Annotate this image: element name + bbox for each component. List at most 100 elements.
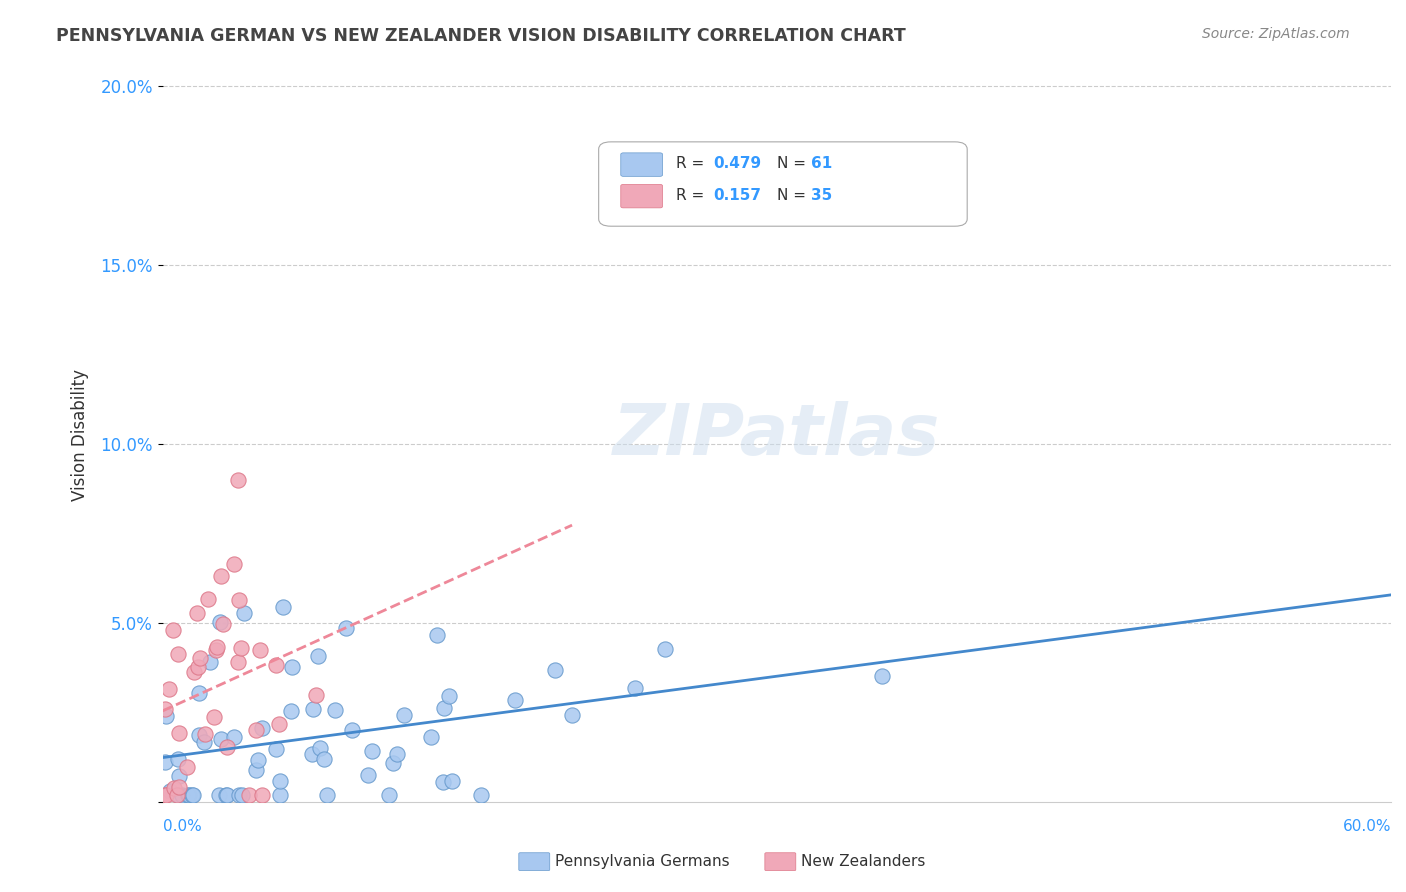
Point bbox=[222, 557, 245, 571]
Text: R =: R = bbox=[676, 156, 709, 171]
Point bbox=[167, 780, 190, 794]
Text: ZIPatlas: ZIPatlas bbox=[613, 401, 941, 470]
Point bbox=[437, 689, 460, 703]
Point bbox=[440, 774, 463, 789]
Text: N =: N = bbox=[776, 156, 811, 171]
Point bbox=[307, 648, 329, 663]
Point bbox=[561, 708, 583, 723]
Point bbox=[228, 593, 250, 607]
Text: 60.0%: 60.0% bbox=[1343, 819, 1391, 834]
Point bbox=[302, 702, 325, 716]
Point bbox=[226, 655, 249, 669]
Point bbox=[280, 704, 302, 718]
Point bbox=[179, 788, 201, 802]
Point bbox=[208, 788, 231, 802]
Point bbox=[433, 700, 456, 714]
Point bbox=[187, 729, 209, 743]
Point bbox=[264, 657, 287, 672]
Point bbox=[357, 768, 380, 782]
Point bbox=[654, 642, 676, 657]
Point bbox=[187, 686, 209, 700]
Point bbox=[247, 754, 270, 768]
Point bbox=[166, 648, 188, 662]
Point bbox=[197, 592, 219, 607]
Point bbox=[176, 759, 198, 773]
Point bbox=[159, 784, 181, 798]
Point bbox=[193, 735, 215, 749]
Point bbox=[172, 788, 194, 802]
Point bbox=[231, 788, 253, 802]
Point bbox=[269, 774, 291, 789]
Point bbox=[301, 747, 323, 761]
Point bbox=[273, 600, 295, 615]
Point bbox=[312, 752, 335, 766]
Text: PENNSYLVANIA GERMAN VS NEW ZEALANDER VISION DISABILITY CORRELATION CHART: PENNSYLVANIA GERMAN VS NEW ZEALANDER VIS… bbox=[56, 27, 905, 45]
Point bbox=[269, 717, 291, 731]
Point bbox=[155, 709, 177, 723]
Point bbox=[245, 723, 267, 737]
Point bbox=[194, 727, 217, 741]
Text: 35: 35 bbox=[811, 188, 832, 202]
FancyBboxPatch shape bbox=[599, 142, 967, 227]
Point bbox=[186, 607, 208, 621]
Text: R =: R = bbox=[676, 188, 709, 202]
Text: 0.157: 0.157 bbox=[713, 188, 761, 202]
Point bbox=[209, 615, 232, 629]
Point bbox=[187, 659, 209, 673]
Point bbox=[167, 726, 190, 740]
Point bbox=[166, 752, 188, 766]
Point bbox=[181, 788, 204, 802]
Point bbox=[361, 744, 384, 758]
Y-axis label: Vision Disability: Vision Disability bbox=[72, 369, 89, 501]
Point bbox=[153, 755, 176, 769]
Point bbox=[162, 623, 184, 637]
Point bbox=[157, 681, 180, 696]
Text: 61: 61 bbox=[811, 156, 832, 171]
Point bbox=[233, 606, 256, 620]
Point bbox=[323, 703, 346, 717]
Point bbox=[217, 740, 239, 755]
Point bbox=[340, 723, 363, 737]
Point bbox=[167, 788, 190, 802]
Point bbox=[316, 788, 339, 802]
Point bbox=[238, 788, 260, 802]
Point bbox=[207, 640, 229, 655]
Point bbox=[188, 651, 211, 665]
Point bbox=[162, 780, 184, 795]
Text: 0.0%: 0.0% bbox=[163, 819, 201, 834]
Point bbox=[153, 702, 176, 716]
FancyBboxPatch shape bbox=[621, 153, 662, 177]
Point bbox=[419, 730, 441, 744]
Point bbox=[252, 788, 274, 802]
Point bbox=[205, 642, 228, 657]
Point bbox=[394, 707, 416, 722]
Text: N =: N = bbox=[776, 188, 811, 202]
Point bbox=[252, 721, 274, 735]
Point bbox=[209, 568, 232, 582]
Text: Source: ZipAtlas.com: Source: ZipAtlas.com bbox=[1202, 27, 1350, 41]
Point bbox=[470, 788, 492, 802]
Point bbox=[176, 788, 198, 802]
Point bbox=[181, 788, 204, 802]
Point bbox=[281, 659, 304, 673]
Text: Pennsylvania Germans: Pennsylvania Germans bbox=[555, 855, 730, 869]
Point bbox=[249, 643, 271, 657]
Point bbox=[167, 769, 190, 783]
Point bbox=[264, 742, 287, 756]
Point bbox=[222, 730, 245, 744]
FancyBboxPatch shape bbox=[621, 185, 662, 208]
Point bbox=[269, 788, 291, 802]
Point bbox=[198, 655, 221, 669]
Point bbox=[870, 668, 893, 682]
Point bbox=[183, 665, 205, 679]
Point bbox=[214, 788, 236, 802]
Point bbox=[335, 622, 357, 636]
Point bbox=[245, 764, 267, 778]
Point bbox=[385, 747, 408, 762]
Point bbox=[624, 681, 647, 696]
Point bbox=[228, 788, 250, 802]
Point bbox=[432, 774, 454, 789]
Point bbox=[505, 693, 527, 707]
Point bbox=[378, 788, 401, 802]
Point bbox=[155, 788, 177, 802]
